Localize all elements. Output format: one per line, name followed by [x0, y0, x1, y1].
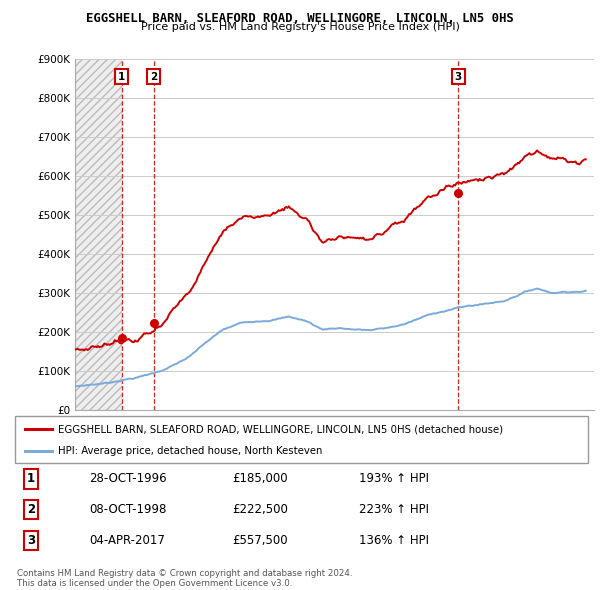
Text: £185,000: £185,000	[233, 472, 289, 485]
Text: HPI: Average price, detached house, North Kesteven: HPI: Average price, detached house, Nort…	[58, 447, 322, 456]
Text: 28-OCT-1996: 28-OCT-1996	[89, 472, 167, 485]
Text: 2: 2	[150, 71, 157, 81]
Text: Price paid vs. HM Land Registry's House Price Index (HPI): Price paid vs. HM Land Registry's House …	[140, 22, 460, 32]
Text: 3: 3	[27, 534, 35, 547]
Text: 2: 2	[27, 503, 35, 516]
Text: EGGSHELL BARN, SLEAFORD ROAD, WELLINGORE, LINCOLN, LN5 0HS (detached house): EGGSHELL BARN, SLEAFORD ROAD, WELLINGORE…	[58, 424, 503, 434]
Text: 04-APR-2017: 04-APR-2017	[89, 534, 166, 547]
Text: 193% ↑ HPI: 193% ↑ HPI	[359, 472, 429, 485]
Text: 223% ↑ HPI: 223% ↑ HPI	[359, 503, 429, 516]
Text: 3: 3	[454, 71, 461, 81]
Text: 1: 1	[27, 472, 35, 485]
Text: EGGSHELL BARN, SLEAFORD ROAD, WELLINGORE, LINCOLN, LN5 0HS: EGGSHELL BARN, SLEAFORD ROAD, WELLINGORE…	[86, 12, 514, 25]
Text: 08-OCT-1998: 08-OCT-1998	[89, 503, 167, 516]
Text: 136% ↑ HPI: 136% ↑ HPI	[359, 534, 429, 547]
Text: 1: 1	[118, 71, 125, 81]
Text: £222,500: £222,500	[233, 503, 289, 516]
Text: Contains HM Land Registry data © Crown copyright and database right 2024.
This d: Contains HM Land Registry data © Crown c…	[17, 569, 352, 588]
Text: £557,500: £557,500	[233, 534, 289, 547]
FancyBboxPatch shape	[15, 416, 588, 463]
